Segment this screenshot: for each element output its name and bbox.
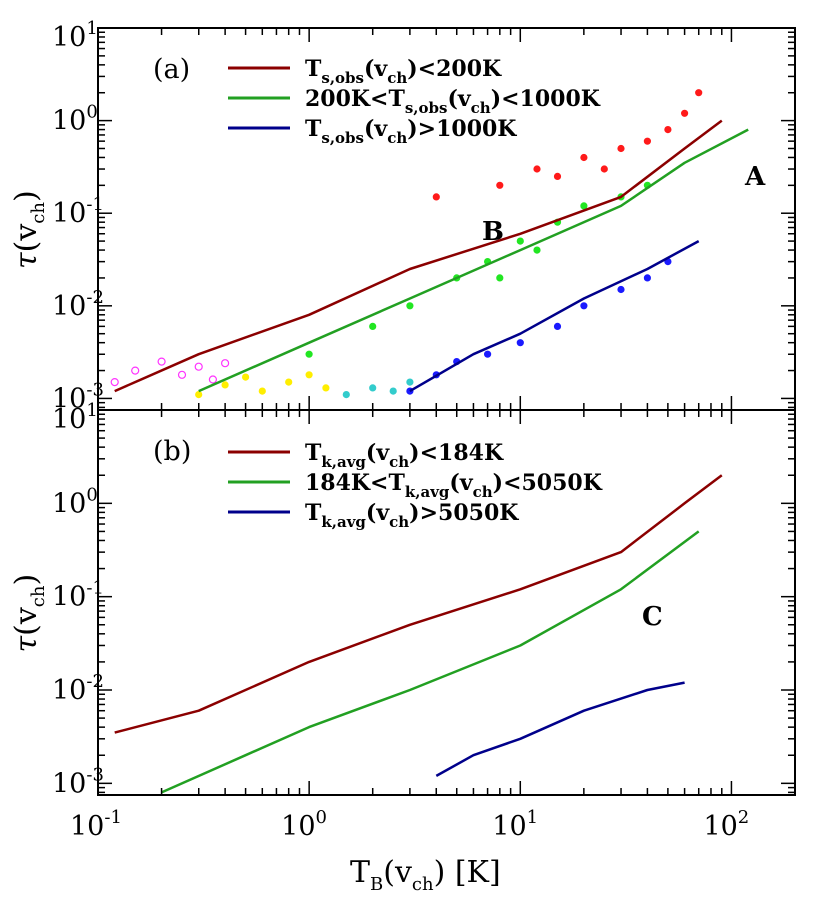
axis-ticks [97, 409, 796, 795]
x-tick-label: 102 [703, 807, 749, 842]
scatter-point [305, 350, 313, 358]
legend-label: Tk,avg(vch)<184K [305, 440, 504, 471]
plot-area [114, 474, 723, 794]
y-tick-label: 10-2 [52, 671, 104, 706]
y-tick-label: 100 [52, 102, 98, 137]
legend-label: Ts,obs(vch)>1000K [305, 116, 517, 147]
plot-frame [97, 409, 796, 796]
panel-a: 101 100 10-1 10-2 10-3 τ(vch) (a) Ts,obs(vch)<2… [9, 18, 796, 414]
scatter-point [208, 375, 217, 384]
scatter-point [664, 126, 672, 134]
scatter-point [496, 181, 504, 189]
scatter-point [496, 274, 504, 282]
x-axis-title: TB(vch) [K] [350, 855, 501, 895]
scatter-point [533, 246, 541, 254]
y-axis-title: τ(vch) [9, 574, 49, 653]
scatter-point [516, 237, 524, 245]
scatter-point [643, 274, 652, 282]
panel-b: 101 100 10-1 10-2 10-3 10-1 100 101 102 TB(vch) [… [9, 400, 796, 895]
series-line [198, 128, 749, 393]
scatter-point [580, 202, 588, 210]
series-line [114, 119, 723, 393]
scatter-point [285, 378, 293, 386]
x-tick-label: 100 [281, 807, 327, 842]
scatter-point [516, 339, 524, 347]
legend-label: 184K<Tk,avg(vch)<5050K [305, 470, 603, 501]
axis-ticks [97, 27, 796, 410]
scatter-point [221, 381, 229, 389]
scatter-point [680, 109, 689, 117]
x-tick-label: 101 [492, 807, 538, 842]
scatter-point [157, 357, 166, 366]
series-line [114, 474, 723, 734]
legend-label: 200K<Ts,obs(vch)<1000K [305, 86, 601, 117]
scatter-point [177, 370, 187, 379]
scatter-point [533, 165, 541, 173]
y-tick-label: 101 [52, 400, 98, 435]
y-tick-label: 10-3 [52, 379, 104, 414]
x-tick-label: 10-1 [70, 807, 122, 842]
series-line [409, 240, 700, 393]
scatter-point [369, 322, 377, 330]
y-tick-label: 10-3 [52, 764, 104, 799]
scatter-point [110, 378, 119, 387]
region-label: B [482, 217, 504, 247]
y-tick-label: 100 [52, 484, 98, 519]
panel-label: (b) [153, 436, 191, 467]
scatter-point [580, 153, 588, 162]
scatter-point [553, 322, 562, 330]
scatter-point [242, 373, 250, 381]
y-axis-title: τ(vch) [9, 190, 49, 269]
scatter-point [342, 391, 350, 399]
region-label: A [744, 162, 766, 192]
scatter-point [389, 387, 397, 395]
scatter-point [258, 387, 266, 395]
legend-label: Ts,obs(vch)<200K [305, 56, 502, 87]
scatter-point [131, 366, 140, 375]
panel-label: (a) [153, 54, 190, 85]
scatter-point [195, 391, 203, 399]
scatter-point [369, 384, 377, 392]
scatter-point [617, 144, 625, 153]
series-line [161, 530, 700, 794]
y-tick-label: 10-2 [52, 287, 104, 322]
scatter-point [580, 302, 588, 310]
scatter-point [406, 302, 414, 310]
scatter-point [617, 285, 625, 294]
scatter-point [305, 371, 313, 379]
y-tick-label: 10-1 [52, 578, 104, 613]
scatter-point [322, 384, 330, 392]
plot-area [110, 89, 749, 399]
scatter-point [553, 172, 562, 180]
scatter-point [432, 193, 440, 201]
y-tick-label: 10-1 [52, 194, 104, 229]
scatter-point [194, 362, 203, 371]
y-tick-label: 101 [52, 18, 98, 53]
series-line [435, 681, 685, 777]
scatter-point [221, 359, 230, 368]
legend-label: Tk,avg(vch)>5050K [305, 500, 519, 531]
scatter-point [643, 137, 652, 145]
scatter-point [600, 165, 608, 173]
region-label: C [642, 602, 663, 632]
scatter-point [406, 378, 414, 386]
scatter-point [695, 89, 703, 97]
scatter-point [484, 350, 492, 358]
